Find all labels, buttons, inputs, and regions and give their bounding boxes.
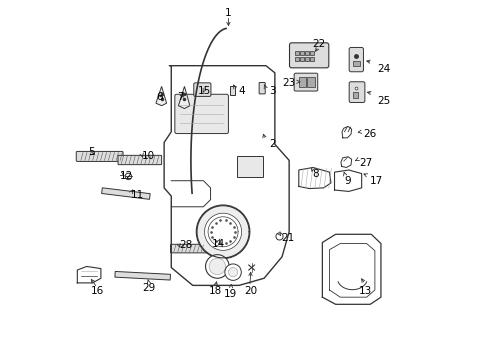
Bar — [305, 57, 308, 61]
Text: 11: 11 — [131, 190, 144, 200]
Bar — [300, 57, 304, 61]
Bar — [295, 51, 299, 55]
Text: 16: 16 — [90, 287, 104, 296]
FancyBboxPatch shape — [259, 82, 264, 94]
Text: 24: 24 — [377, 64, 390, 73]
Text: 8: 8 — [311, 168, 318, 179]
Text: 5: 5 — [88, 147, 95, 157]
FancyBboxPatch shape — [289, 43, 328, 68]
Polygon shape — [156, 86, 166, 106]
Text: 1: 1 — [224, 8, 231, 18]
Bar — [352, 93, 358, 98]
Text: 10: 10 — [142, 151, 154, 161]
Bar — [352, 61, 359, 66]
Text: 12: 12 — [120, 171, 133, 181]
Bar — [309, 57, 313, 61]
Bar — [307, 77, 314, 87]
Text: 26: 26 — [363, 129, 376, 139]
Bar — [305, 51, 308, 55]
FancyBboxPatch shape — [348, 82, 364, 103]
Text: 19: 19 — [224, 289, 237, 298]
Circle shape — [204, 213, 241, 250]
FancyBboxPatch shape — [76, 152, 123, 161]
Polygon shape — [178, 86, 189, 109]
Text: 13: 13 — [358, 287, 371, 296]
Circle shape — [228, 267, 237, 277]
Text: 21: 21 — [281, 233, 294, 243]
Text: 15: 15 — [198, 86, 211, 96]
Text: 27: 27 — [359, 158, 372, 168]
Circle shape — [205, 255, 229, 278]
Text: 25: 25 — [377, 96, 390, 106]
FancyBboxPatch shape — [294, 73, 317, 91]
Text: 3: 3 — [268, 86, 275, 96]
Text: 22: 22 — [311, 39, 325, 49]
Polygon shape — [102, 188, 150, 199]
Circle shape — [125, 173, 131, 180]
Text: 20: 20 — [244, 287, 257, 296]
Text: 14: 14 — [212, 239, 225, 249]
Text: 4: 4 — [238, 86, 244, 96]
Text: 9: 9 — [344, 176, 350, 186]
Circle shape — [209, 258, 225, 275]
Bar — [230, 86, 234, 95]
FancyBboxPatch shape — [193, 83, 210, 96]
Text: 29: 29 — [142, 283, 155, 293]
FancyBboxPatch shape — [175, 94, 228, 134]
Circle shape — [196, 205, 249, 258]
Bar — [295, 57, 299, 61]
Text: 18: 18 — [208, 287, 222, 296]
Text: 17: 17 — [369, 176, 383, 186]
Bar — [309, 51, 313, 55]
Text: 23: 23 — [282, 78, 295, 88]
Circle shape — [275, 233, 283, 240]
Polygon shape — [115, 271, 170, 280]
Bar — [298, 77, 305, 87]
Bar — [236, 157, 263, 177]
Text: 2: 2 — [269, 139, 276, 149]
Text: 7: 7 — [177, 92, 184, 102]
FancyBboxPatch shape — [118, 156, 162, 165]
Bar — [300, 51, 304, 55]
FancyBboxPatch shape — [348, 48, 363, 72]
Text: 28: 28 — [179, 240, 192, 250]
FancyBboxPatch shape — [170, 244, 206, 253]
Text: 6: 6 — [156, 92, 163, 102]
Circle shape — [224, 264, 241, 280]
